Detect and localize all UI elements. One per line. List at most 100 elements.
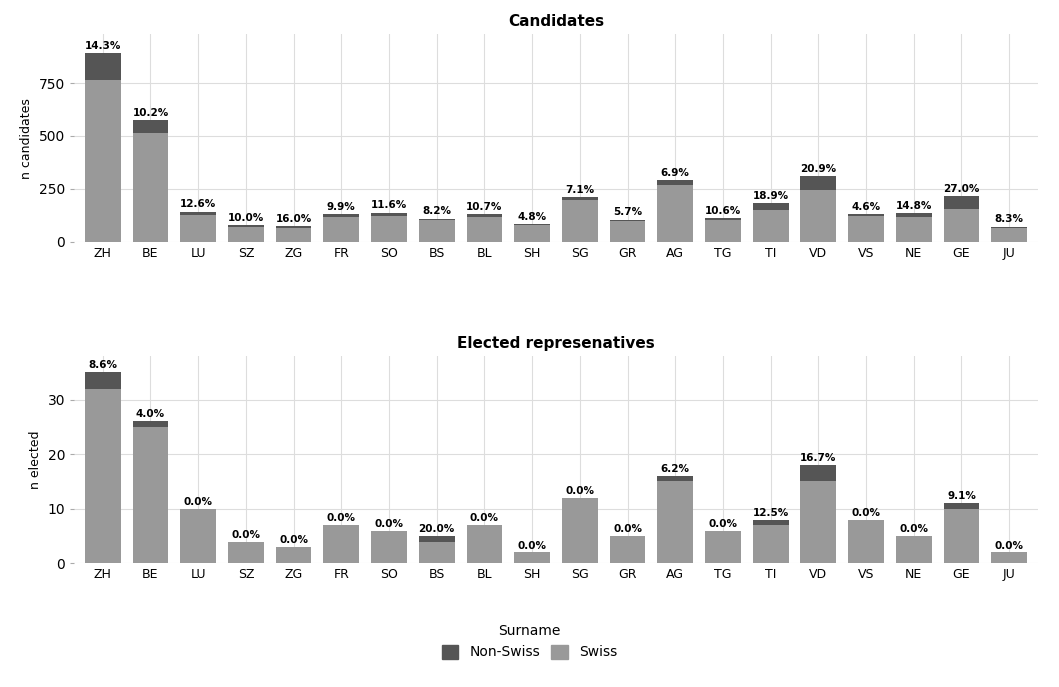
Bar — [658, 181, 694, 185]
Bar — [85, 372, 121, 389]
Bar — [418, 541, 454, 563]
Text: 0.0%: 0.0% — [327, 513, 356, 523]
Bar — [323, 214, 359, 217]
Bar — [705, 221, 741, 242]
Text: 10.2%: 10.2% — [132, 108, 168, 118]
Text: 0.0%: 0.0% — [518, 541, 546, 550]
Bar — [228, 541, 264, 563]
Text: 9.9%: 9.9% — [327, 202, 356, 212]
Text: 8.3%: 8.3% — [994, 214, 1024, 225]
Bar — [753, 210, 789, 242]
Text: 16.0%: 16.0% — [275, 214, 311, 224]
Bar — [371, 212, 407, 216]
Bar — [467, 525, 502, 563]
Bar — [705, 530, 741, 563]
Text: 0.0%: 0.0% — [899, 524, 929, 534]
Bar — [562, 498, 597, 563]
Bar — [371, 216, 407, 242]
Text: 20.9%: 20.9% — [801, 164, 837, 174]
Text: 6.9%: 6.9% — [661, 168, 689, 179]
Text: 16.7%: 16.7% — [801, 453, 837, 463]
Bar — [418, 218, 454, 221]
Bar — [418, 221, 454, 242]
Text: 0.0%: 0.0% — [375, 519, 403, 529]
Text: 9.1%: 9.1% — [947, 491, 976, 502]
Bar — [896, 536, 932, 563]
Bar — [705, 218, 741, 221]
Bar — [848, 519, 884, 563]
Text: 4.6%: 4.6% — [851, 202, 881, 212]
Bar — [610, 220, 645, 221]
Bar — [275, 229, 311, 242]
Bar — [180, 212, 216, 215]
Bar — [85, 389, 121, 563]
Bar — [562, 201, 597, 242]
Bar — [323, 217, 359, 242]
Bar — [848, 216, 884, 242]
Text: 10.0%: 10.0% — [228, 213, 264, 223]
Text: 0.0%: 0.0% — [994, 541, 1024, 550]
Bar — [896, 213, 932, 218]
Bar — [658, 476, 694, 482]
Bar — [418, 536, 454, 541]
Text: 10.6%: 10.6% — [705, 206, 741, 216]
Bar — [515, 552, 550, 563]
Bar — [515, 225, 550, 242]
Text: 14.8%: 14.8% — [896, 201, 932, 211]
Text: 0.0%: 0.0% — [566, 486, 594, 496]
Text: 0.0%: 0.0% — [851, 508, 881, 518]
Bar — [562, 197, 597, 201]
Bar — [944, 209, 980, 242]
Title: Candidates: Candidates — [508, 14, 604, 29]
Bar — [991, 552, 1027, 563]
Text: 0.0%: 0.0% — [183, 497, 213, 507]
Bar — [753, 203, 789, 210]
Bar — [896, 218, 932, 242]
Text: 20.0%: 20.0% — [418, 524, 454, 534]
Title: Elected represenatives: Elected represenatives — [457, 335, 654, 350]
Text: 0.0%: 0.0% — [470, 513, 499, 523]
Text: 5.7%: 5.7% — [613, 207, 642, 218]
Text: 14.3%: 14.3% — [85, 41, 121, 51]
Bar — [467, 217, 502, 242]
Bar — [610, 221, 645, 242]
Bar — [944, 509, 980, 563]
Bar — [371, 530, 407, 563]
Bar — [228, 227, 264, 242]
Bar — [848, 214, 884, 216]
Y-axis label: n elected: n elected — [29, 430, 42, 489]
Bar — [515, 224, 550, 225]
Text: 12.6%: 12.6% — [180, 199, 216, 210]
Bar — [323, 525, 359, 563]
Legend: Non-Swiss, Swiss: Non-Swiss, Swiss — [435, 617, 624, 666]
Text: 0.0%: 0.0% — [280, 535, 308, 545]
Bar — [132, 120, 168, 133]
Bar — [180, 215, 216, 242]
Text: 12.5%: 12.5% — [753, 508, 789, 518]
Text: 7.1%: 7.1% — [566, 185, 594, 195]
Bar — [753, 519, 789, 525]
Text: 18.9%: 18.9% — [753, 190, 789, 201]
Bar — [801, 176, 837, 190]
Bar — [228, 225, 264, 227]
Bar — [658, 185, 694, 242]
Text: 0.0%: 0.0% — [231, 530, 261, 539]
Bar — [132, 427, 168, 563]
Bar — [944, 196, 980, 209]
Bar — [610, 536, 645, 563]
Bar — [85, 80, 121, 242]
Text: 27.0%: 27.0% — [944, 184, 980, 194]
Text: 4.8%: 4.8% — [518, 212, 546, 222]
Bar — [275, 226, 311, 229]
Text: 6.2%: 6.2% — [661, 464, 689, 474]
Bar — [801, 465, 837, 482]
Bar — [801, 190, 837, 242]
Text: 4.0%: 4.0% — [136, 409, 165, 420]
Text: 8.6%: 8.6% — [88, 361, 118, 370]
Bar — [801, 482, 837, 563]
Bar — [132, 133, 168, 242]
Bar — [180, 509, 216, 563]
Text: 11.6%: 11.6% — [371, 201, 407, 210]
Bar — [753, 525, 789, 563]
Bar — [991, 227, 1027, 228]
